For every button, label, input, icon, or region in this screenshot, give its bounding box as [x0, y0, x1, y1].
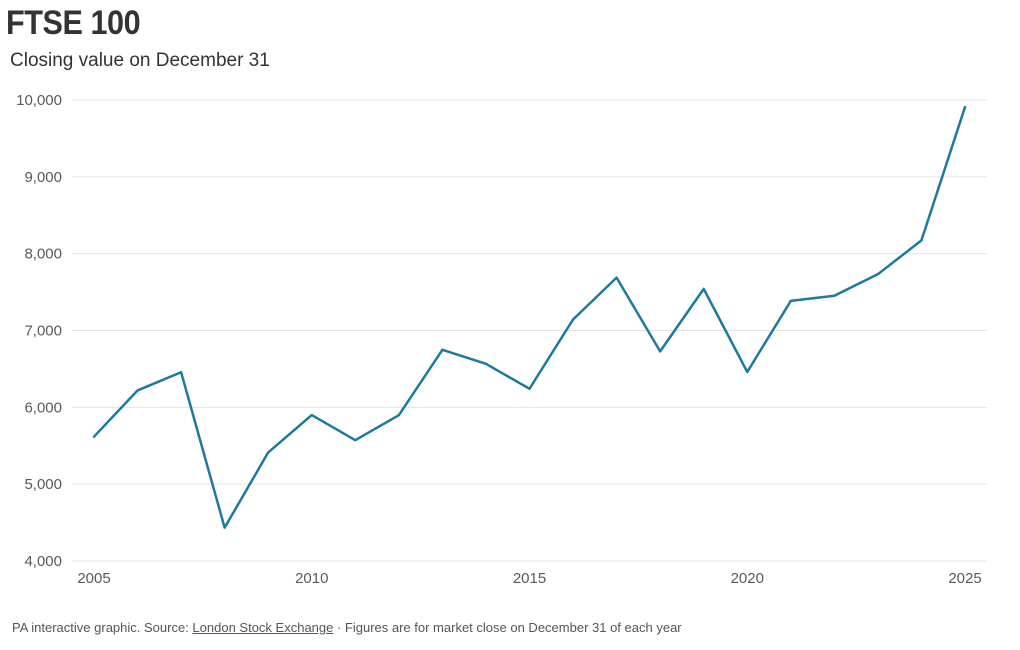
svg-text:10,000: 10,000: [16, 92, 62, 109]
svg-text:5,000: 5,000: [24, 476, 62, 493]
svg-text:4,000: 4,000: [24, 553, 62, 570]
svg-text:2005: 2005: [77, 570, 110, 587]
svg-text:2015: 2015: [513, 570, 546, 587]
svg-text:9,000: 9,000: [24, 169, 62, 186]
svg-text:2025: 2025: [948, 570, 981, 587]
svg-text:7,000: 7,000: [24, 323, 62, 340]
svg-text:2010: 2010: [295, 570, 328, 587]
svg-text:8,000: 8,000: [24, 246, 62, 263]
svg-text:2020: 2020: [731, 570, 764, 587]
svg-text:6,000: 6,000: [24, 399, 62, 416]
